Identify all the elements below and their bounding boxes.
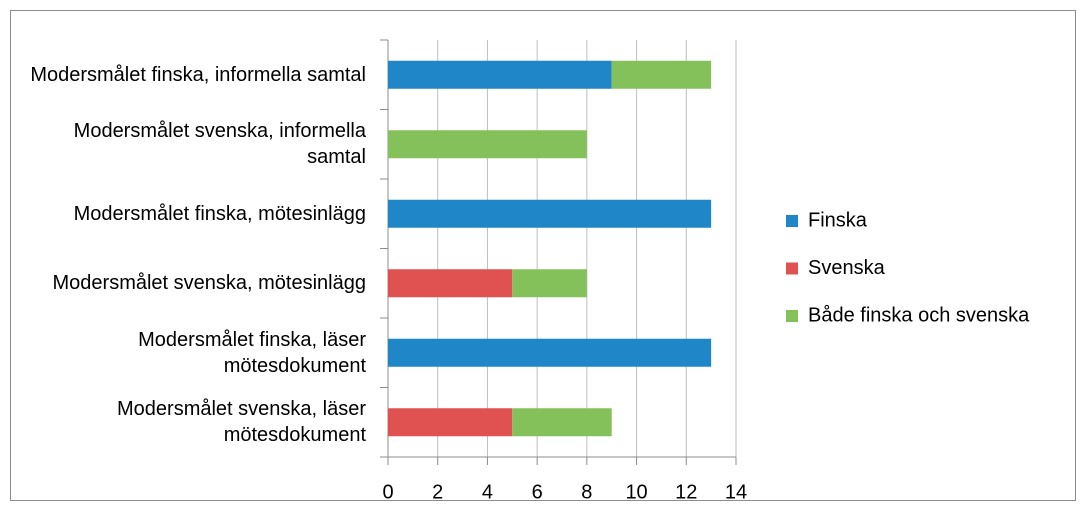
x-tick-label: 2 <box>432 481 443 503</box>
category-label: Modersmålet finska, mötesinlägg <box>73 202 366 225</box>
bar-segment <box>388 130 587 159</box>
category-label: Modersmålet finska, informella samtal <box>30 63 366 86</box>
bar-segment <box>388 269 513 298</box>
x-tick-label: 6 <box>532 481 543 503</box>
chart-border <box>10 10 1076 501</box>
x-tick-label: 10 <box>625 481 647 503</box>
category-label: Modersmålet finska, läser mötesdokument <box>138 328 366 377</box>
bar-segment <box>512 269 587 298</box>
x-tick-label: 12 <box>675 481 697 503</box>
bar-segment <box>611 60 712 89</box>
bar-segment <box>388 338 712 367</box>
bar-segment <box>388 60 612 89</box>
bar-segment <box>388 408 513 437</box>
legend-swatch <box>786 310 798 322</box>
category-label: Modersmålet svenska, läser mötesdokument <box>117 398 366 447</box>
legend-swatch <box>786 215 798 227</box>
legend-swatch <box>786 262 798 275</box>
x-tick-label: 0 <box>382 481 393 503</box>
x-tick-label: 14 <box>725 481 747 503</box>
x-tick-label: 8 <box>581 481 592 503</box>
legend-label: Finska <box>808 209 868 231</box>
legend-label: Svenska <box>808 257 886 279</box>
category-label: Modersmålet svenska, informella samtal <box>73 120 366 169</box>
bar-segment <box>388 199 712 228</box>
category-label: Modersmålet svenska, mötesinlägg <box>52 272 366 295</box>
legend-label: Både finska och svenska <box>808 304 1030 326</box>
x-tick-label: 4 <box>482 481 493 503</box>
bar-segment <box>512 408 612 437</box>
